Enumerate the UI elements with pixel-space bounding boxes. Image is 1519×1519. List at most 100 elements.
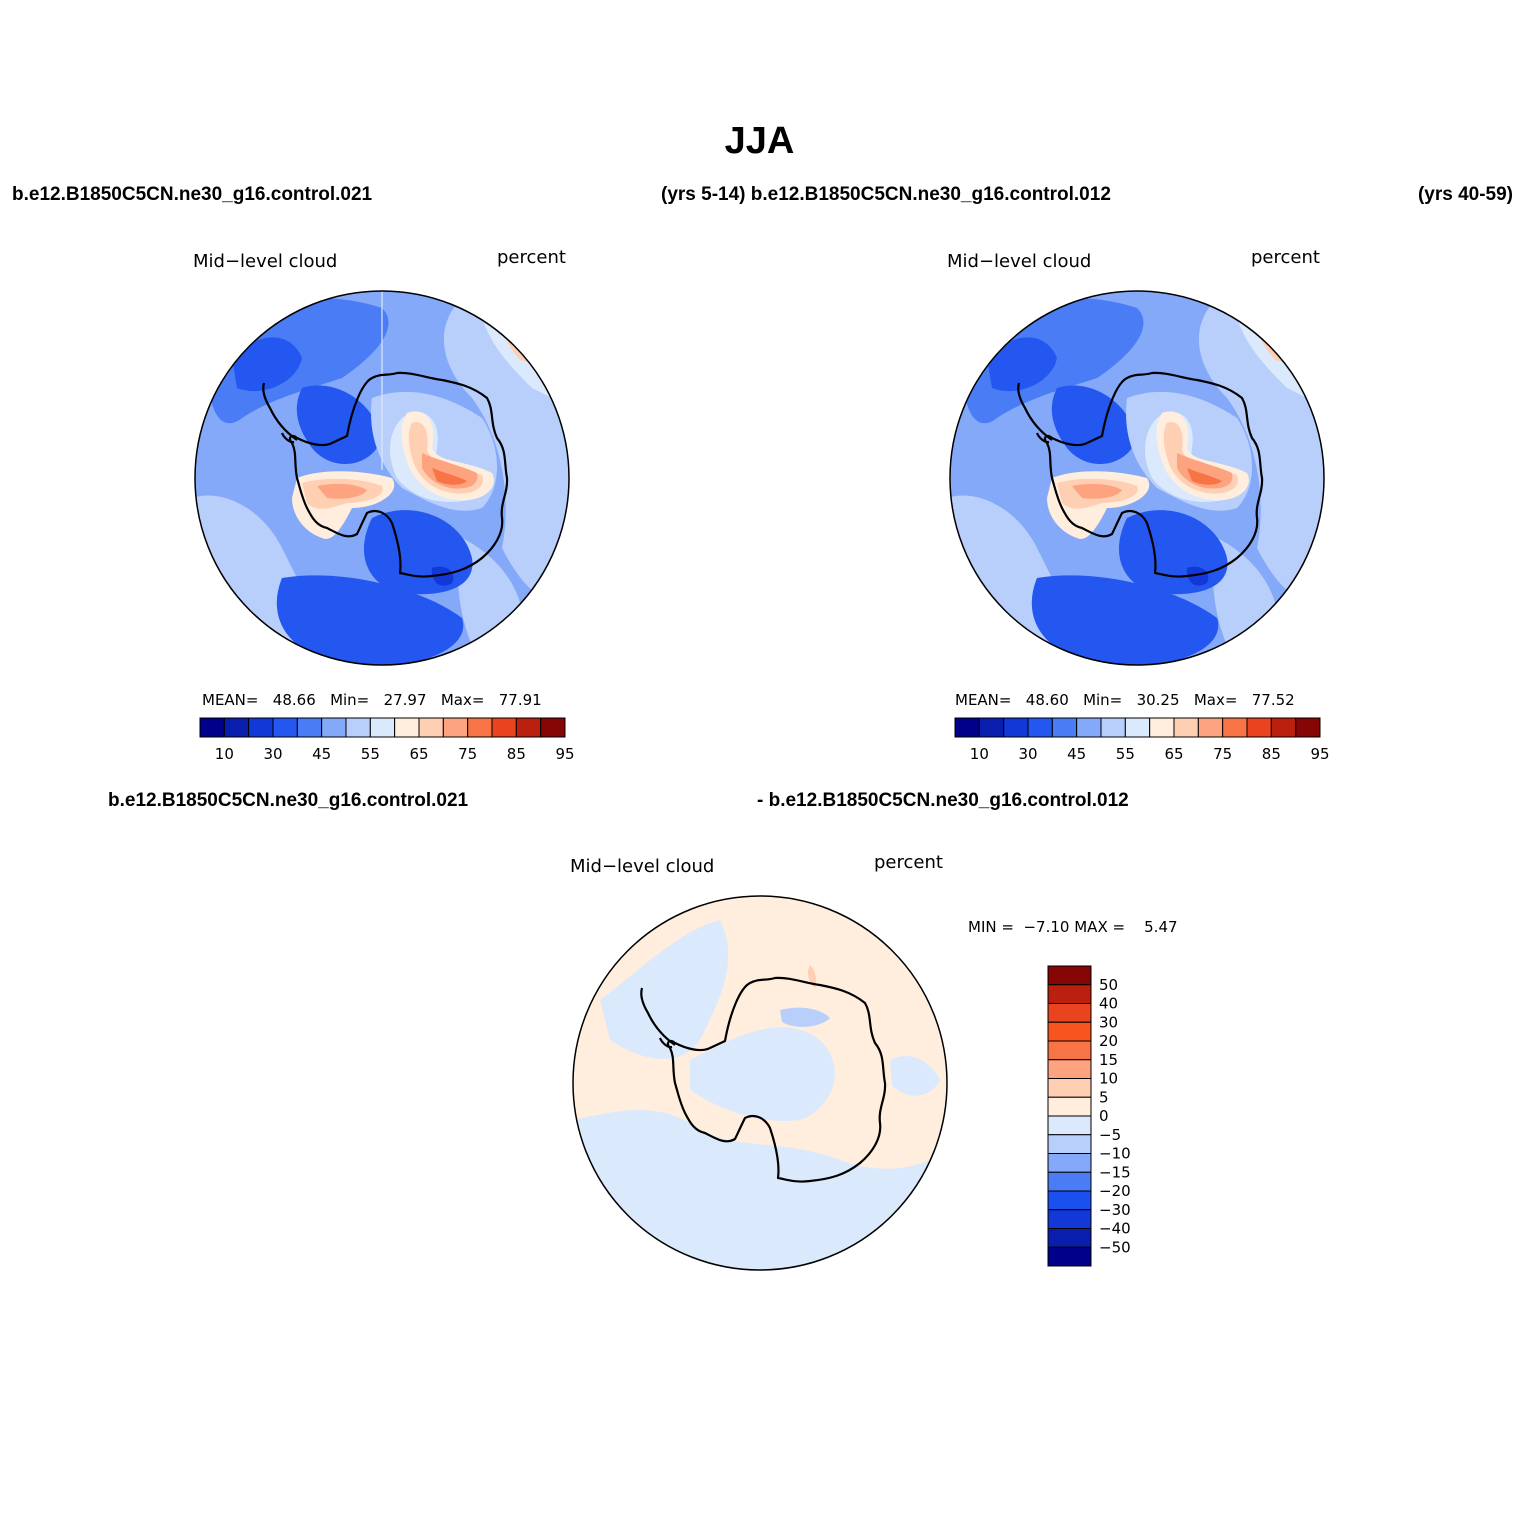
panel2-colorbar-swatch [1027,717,1053,738]
diff-right-run-label: - b.e12.B1850C5CN.ne30_g16.control.012 [757,790,1129,811]
panel2-colorbar-tick-label: 45 [1067,745,1086,763]
panel2-stats: MEAN= 48.60 Min= 30.25 Max= 77.52 [955,691,1295,709]
diff-colorbar-swatch [1047,1209,1092,1229]
diff-colorbar-swatch [1047,1078,1092,1098]
diff-stats: MIN = −7.10 MAX = 5.47 [968,918,1178,936]
panel1-stats: MEAN= 48.66 Min= 27.97 Max= 77.91 [202,691,542,709]
panel1-colorbar: 10 30 45 55 65 75 85 95 [199,717,575,763]
diff-map [572,895,948,1271]
diff-colorbar-swatch [1047,1059,1092,1079]
panel1-colorbar-tick-label: 10 [215,745,234,763]
panel1-min: 27.97 [383,691,427,709]
panel1-min-label: Min= [330,691,370,709]
diff-colorbar-tick-label: −50 [1099,1238,1131,1256]
panel2-colorbar-tick-label: 95 [1310,745,1329,763]
panel1-max-label: Max= [440,691,485,709]
diff-max: 5.47 [1144,918,1178,936]
diff-max-label: MAX = [1074,918,1126,936]
diff-colorbar-tick-label: 10 [1099,1070,1118,1088]
top-right-years-label: (yrs 40-59) [1417,184,1513,205]
panel1-colorbar-tick-label: 45 [312,745,331,763]
panel1-variable: Mid−level cloud [193,251,338,272]
panel2-variable: Mid−level cloud [947,251,1092,272]
diff-colorbar-swatch [1047,1134,1092,1154]
panel2-mean-label: MEAN= [955,691,1012,709]
diff-left-run-label: b.e12.B1850C5CN.ne30_g16.control.021 [108,790,469,811]
diff-colorbar-tick-label: −5 [1099,1126,1121,1144]
panel2-min: 30.25 [1136,691,1180,709]
panel2-colorbar-swatch [1270,717,1297,738]
panel2-colorbar-swatch [1173,717,1199,738]
panel1-colorbar-swatch [491,717,517,738]
panel1-colorbar-tick-label: 65 [409,745,428,763]
panel2-colorbar-swatch [1051,717,1078,738]
panel2-map [949,290,1325,666]
panel1-colorbar-swatch [540,717,566,738]
panel1-units: percent [497,247,566,268]
panel2-colorbar-tick-label: 75 [1213,745,1232,763]
panel1-colorbar-tick-label: 55 [361,745,380,763]
diff-colorbar-tick-label: 5 [1099,1088,1109,1106]
diff-min: −7.10 [1023,918,1070,936]
panel1-max: 77.91 [498,691,542,709]
panel1-colorbar-tick-label: 95 [555,745,574,763]
panel1-colorbar-swatch [199,717,225,738]
diff-colorbar-swatch [1047,965,1092,986]
panel1-mean-label: MEAN= [202,691,259,709]
panel2-colorbar-swatch [978,717,1005,738]
panel1-colorbar-swatch [345,717,371,738]
panel1-colorbar-swatch [223,717,250,738]
panel2-mean: 48.60 [1025,691,1069,709]
panel1-colorbar-swatch [296,717,323,738]
diff-colorbar-swatch [1047,1153,1092,1173]
panel2-colorbar-tick-label: 30 [1018,745,1037,763]
diff-colorbar-tick-label: 50 [1099,976,1118,994]
panel1-mean: 48.66 [272,691,316,709]
panel1-colorbar-swatch [467,717,493,738]
panel2-max: 77.52 [1251,691,1295,709]
panel1-colorbar-swatch [321,717,347,738]
panel1-map [194,290,570,666]
panel2-colorbar-swatch [954,717,980,738]
diff-colorbar-tick-label: −20 [1099,1182,1131,1200]
panel2-max-label: Max= [1193,691,1238,709]
diff-colorbar-swatch [1047,984,1092,1004]
panel1-colorbar-swatch [442,717,469,738]
panel2-colorbar-swatch [1100,717,1126,738]
diff-colorbar-swatch [1047,1115,1092,1136]
panel2-units: percent [1251,247,1320,268]
diff-colorbar-tick-label: 40 [1099,995,1118,1013]
panel1-colorbar-tick-label: 85 [507,745,526,763]
panel1-colorbar-swatch [418,717,444,738]
panel2-colorbar-tick-label: 65 [1164,745,1183,763]
panel2-colorbar-swatch [1076,717,1102,738]
diff-colorbar-swatch [1047,1096,1092,1117]
panel2-colorbar-tick-label: 55 [1116,745,1135,763]
panel2-colorbar-swatch [1295,717,1321,738]
panel1-colorbar-tick-label: 75 [458,745,477,763]
diff-colorbar-swatch [1047,1003,1092,1023]
panel1-colorbar-tick-label: 30 [263,745,282,763]
diff-colorbar-tick-label: 20 [1099,1032,1118,1050]
diff-colorbar-tick-label: −15 [1099,1163,1131,1181]
panel1-colorbar-swatch [248,717,274,738]
panel2-colorbar-tick-label: 85 [1262,745,1281,763]
panel2-colorbar-swatch [1149,717,1175,738]
diff-colorbar-tick-label: −30 [1099,1201,1131,1219]
panel2-min-label: Min= [1083,691,1123,709]
diff-colorbar-tick-label: −40 [1099,1220,1131,1238]
diff-colorbar-tick-label: −10 [1099,1145,1131,1163]
panel2-colorbar-swatch [1246,717,1272,738]
panel2-colorbar-swatch [1124,717,1151,738]
panel1-colorbar-swatch [394,717,420,738]
panel1-colorbar-swatch [369,717,396,738]
diff-colorbar-swatch [1047,1040,1092,1061]
panel2-colorbar-swatch [1003,717,1029,738]
diff-colorbar-swatch [1047,1246,1092,1267]
figure-title: JJA [724,120,795,162]
panel2-colorbar-swatch [1197,717,1224,738]
diff-colorbar-swatch [1047,1228,1092,1248]
diff-colorbar-swatch [1047,1171,1092,1192]
